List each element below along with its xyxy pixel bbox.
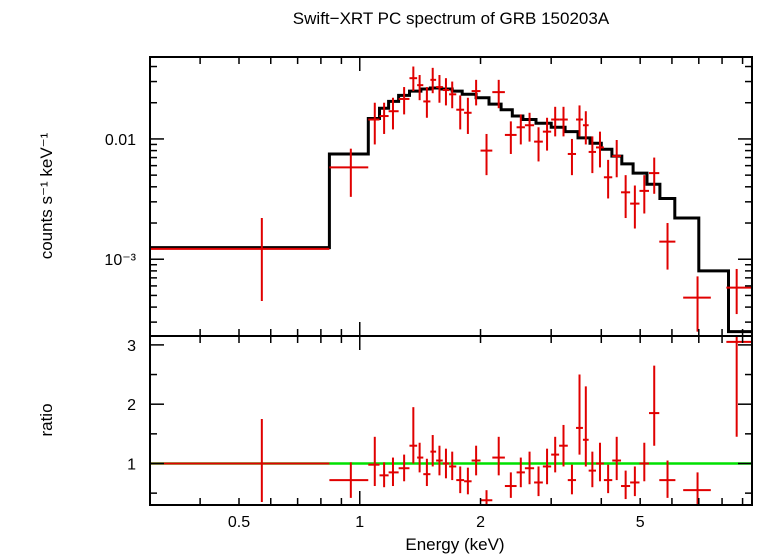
- ratio-ylabel: ratio: [37, 403, 56, 436]
- x-tick-label: 0.5: [228, 514, 250, 531]
- x-tick-label: 2: [476, 514, 485, 531]
- y-tick-label: 0.01: [105, 132, 136, 149]
- y-tick-label: 2: [127, 397, 136, 414]
- spectrum-panel: 10⁻³ 0.01: [104, 56, 753, 337]
- x-tick-label: 1: [355, 514, 364, 531]
- model-histogram: [150, 86, 752, 334]
- ratio-frame: [149, 335, 753, 506]
- chart-title: Swift−XRT PC spectrum of GRB 150203A: [293, 9, 610, 28]
- x-tick-label: 5: [636, 514, 645, 531]
- spectrum-ylabel: counts s⁻¹ keV⁻¹: [37, 132, 56, 259]
- y-tick-label: 1: [127, 456, 136, 473]
- y-tick-label: 3: [127, 338, 136, 355]
- spectrum-frame: [149, 56, 753, 337]
- ratio-panel: 0.5 1 2 5 1 2 3: [127, 335, 753, 531]
- y-tick-label: 10⁻³: [104, 252, 136, 269]
- x-axis-label: Energy (keV): [405, 535, 504, 554]
